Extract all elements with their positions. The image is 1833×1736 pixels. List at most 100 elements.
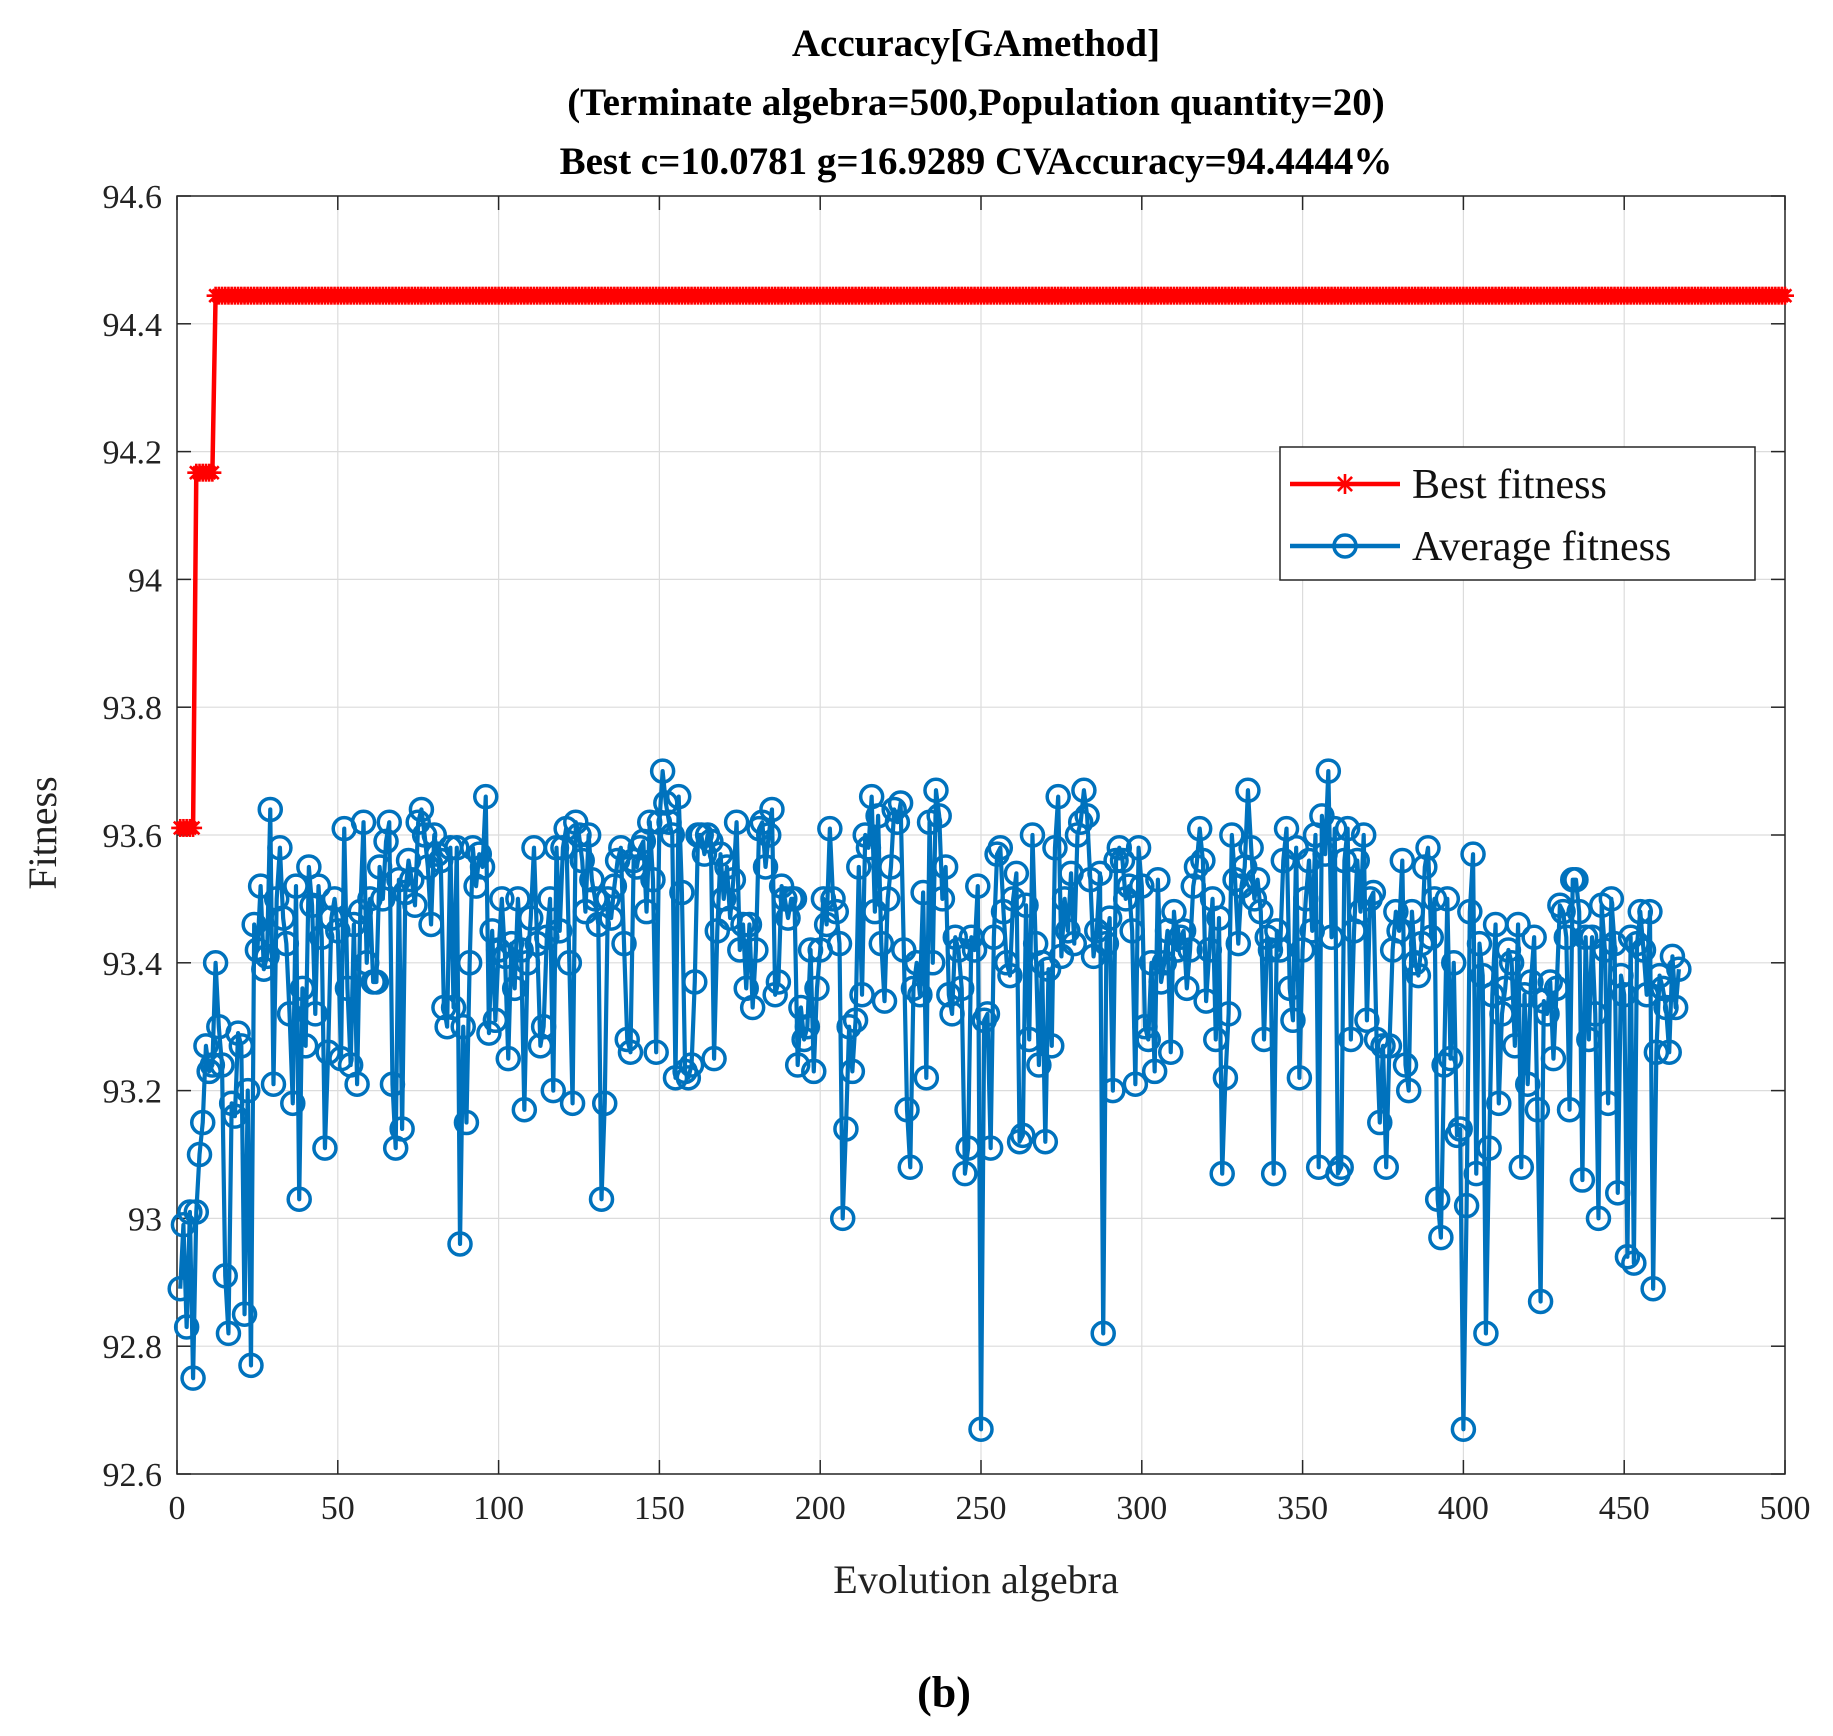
average-fitness-point [1399, 898, 1425, 925]
average-fitness-point [1186, 815, 1213, 842]
average-fitness-point [707, 841, 734, 867]
x-tick-label: 150 [634, 1490, 685, 1527]
average-fitness-point [537, 886, 563, 912]
average-fitness-point [701, 1045, 727, 1072]
legend-best-fitness-marker [1335, 474, 1355, 494]
average-fitness-point [926, 803, 952, 829]
average-fitness-point [781, 886, 808, 912]
y-tick-label: 94.2 [103, 435, 163, 472]
average-fitness-point [675, 1065, 702, 1091]
average-fitness-point [1000, 886, 1026, 912]
average-fitness-point [981, 924, 1007, 950]
average-fitness-point [1318, 924, 1345, 950]
average-fitness-point [939, 1001, 965, 1027]
average-fitness-point [1553, 924, 1580, 950]
average-fitness-point [1309, 803, 1335, 829]
average-fitness-point [653, 790, 679, 816]
average-fitness-point [1071, 777, 1097, 804]
average-fitness-point [1653, 994, 1679, 1021]
average-fitness-point [1457, 898, 1483, 925]
average-fitness-point [492, 943, 518, 970]
average-fitness-point [871, 988, 898, 1014]
average-fitness-point [829, 1205, 856, 1232]
average-fitness-point [1650, 975, 1676, 1002]
average-fitness-point [794, 1013, 821, 1040]
average-fitness-point [649, 758, 676, 784]
average-fitness-point [373, 828, 399, 855]
average-fitness-point [511, 1097, 538, 1123]
average-fitness-point [235, 1077, 261, 1104]
best-fitness-point [1776, 286, 1794, 305]
average-fitness-point [936, 982, 962, 1008]
x-tick-label: 450 [1599, 1490, 1650, 1527]
average-fitness-point [489, 886, 515, 912]
average-fitness-point [1096, 905, 1123, 931]
average-fitness-point [961, 937, 988, 963]
average-fitness-point [563, 809, 589, 835]
average-fitness-point [836, 1013, 862, 1040]
average-fitness-point [923, 777, 949, 804]
average-fitness-point [1106, 835, 1133, 861]
average-fitness-point [559, 1090, 586, 1117]
average-fitness-point [1550, 898, 1576, 925]
average-fitness-point [1125, 835, 1152, 861]
best-fitness-point [203, 463, 222, 482]
average-fitness-point [1566, 898, 1592, 925]
chart-title-line-2: (Terminate algebra=500,Population quanti… [567, 81, 1385, 124]
x-tick-label: 0 [169, 1490, 186, 1527]
average-fitness-point [1151, 950, 1178, 976]
average-fitness-point [894, 1097, 920, 1123]
average-fitness-point [624, 854, 650, 880]
average-fitness-point [180, 1365, 206, 1391]
average-fitness-point [1437, 1045, 1464, 1072]
average-fitness-point [1209, 1160, 1235, 1187]
average-fitness-point [270, 905, 296, 931]
average-fitness-point [897, 1154, 923, 1181]
average-fitness-point [727, 937, 753, 963]
legend-asterisk [1335, 474, 1355, 494]
average-fitness-point [1055, 918, 1081, 944]
average-fitness-point [1389, 847, 1416, 874]
average-fitness-point [1624, 930, 1650, 957]
average-fitness-point [739, 994, 766, 1021]
average-fitness-point [1100, 1077, 1126, 1104]
average-fitness-point [1585, 1205, 1612, 1232]
average-fitness-point [276, 1001, 303, 1027]
average-fitness-point [530, 1013, 557, 1040]
average-fitness-point [968, 1416, 994, 1443]
average-fitness-point [1296, 847, 1322, 874]
average-fitness-point [1527, 1288, 1554, 1315]
average-fitness-point [1251, 1026, 1277, 1053]
average-fitness-point [1569, 1167, 1596, 1193]
average-fitness-point [1286, 1065, 1313, 1091]
figure-caption: (b) [917, 1668, 971, 1717]
average-fitness-point [1093, 930, 1120, 957]
average-fitness-point [1080, 943, 1107, 970]
average-fitness-point [691, 841, 718, 867]
average-fitness-point [678, 1052, 705, 1078]
average-fitness-point [1460, 841, 1486, 867]
average-fitness-point [1666, 956, 1692, 982]
average-fitness-point [1489, 1001, 1515, 1027]
average-fitness-point [1190, 847, 1216, 874]
average-fitness-point [1556, 1097, 1583, 1123]
average-fitness-point [1447, 1116, 1473, 1142]
average-fitness-point [1016, 1026, 1042, 1053]
average-fitness-point [755, 822, 782, 848]
average-fitness-point [254, 943, 280, 970]
average-fitness-point [1395, 1077, 1422, 1104]
average-fitness-point [582, 886, 608, 912]
average-fitness-point [1434, 886, 1461, 912]
average-fitness-point [1132, 1013, 1158, 1040]
average-fitness-point [1315, 758, 1342, 784]
average-fitness-point [1112, 886, 1139, 912]
average-fitness-point [466, 841, 493, 867]
average-fitness-point [273, 930, 300, 957]
average-fitness-point [241, 911, 267, 938]
average-fitness-point [1264, 918, 1290, 944]
legend-average-fitness-marker [1332, 533, 1358, 559]
average-fitness-point [431, 994, 457, 1021]
average-fitness-point [1598, 886, 1625, 912]
average-fitness-point [1074, 803, 1100, 829]
average-fitness-point [251, 956, 277, 982]
